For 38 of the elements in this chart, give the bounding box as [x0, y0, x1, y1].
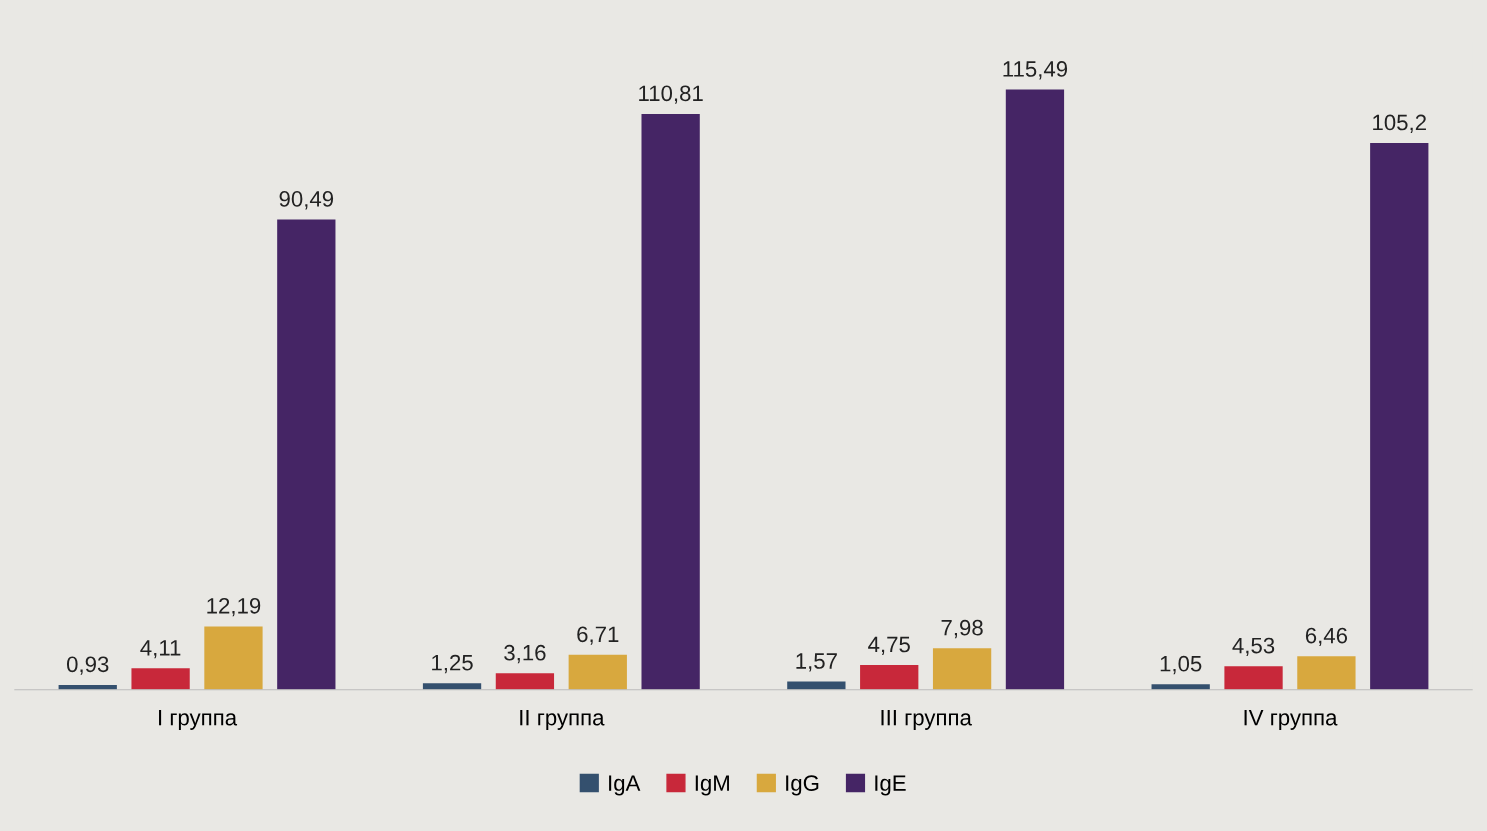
data-label: 4,53 — [1232, 637, 1275, 657]
bar — [932, 648, 992, 690]
data-label: 1,57 — [796, 653, 837, 672]
data-label: 6,46 — [1305, 627, 1348, 647]
data-label: 110,81 — [639, 85, 703, 104]
data-label: 7,98 — [941, 619, 983, 639]
bar — [131, 668, 190, 690]
data-label: 0,93 — [66, 656, 109, 675]
bar — [641, 113, 700, 690]
data-label: 12,19 — [207, 597, 261, 617]
bar — [422, 683, 482, 690]
bar — [1370, 143, 1429, 690]
bar — [277, 219, 336, 690]
x-tick-label: I группа — [159, 709, 238, 730]
data-label: 4,11 — [140, 640, 181, 659]
x-tick-label: III группа — [881, 709, 972, 730]
data-label: 105,2 — [1373, 114, 1426, 133]
bar — [568, 654, 627, 690]
bar — [860, 665, 919, 690]
bar — [495, 673, 555, 690]
bar — [1151, 684, 1210, 690]
data-label: 3,16 — [504, 644, 546, 664]
data-label: 90,49 — [279, 191, 334, 210]
legend-label: IgG — [786, 775, 819, 796]
legend-label: IgM — [695, 775, 729, 796]
x-tick-label: II группа — [520, 709, 605, 730]
data-label: 115,49 — [1003, 61, 1068, 80]
data-label: 1,25 — [432, 654, 473, 674]
data-label: 1,05 — [1160, 655, 1202, 675]
x-tick-label: IV группа — [1244, 709, 1338, 730]
legend-label: IgA — [609, 775, 641, 796]
data-label: 4,75 — [868, 636, 910, 655]
bar — [1005, 89, 1065, 690]
bar — [204, 626, 263, 690]
legend-label: IgE — [875, 775, 906, 796]
bar — [1297, 656, 1356, 690]
bar — [1224, 666, 1283, 690]
data-label: 6,71 — [577, 626, 619, 645]
